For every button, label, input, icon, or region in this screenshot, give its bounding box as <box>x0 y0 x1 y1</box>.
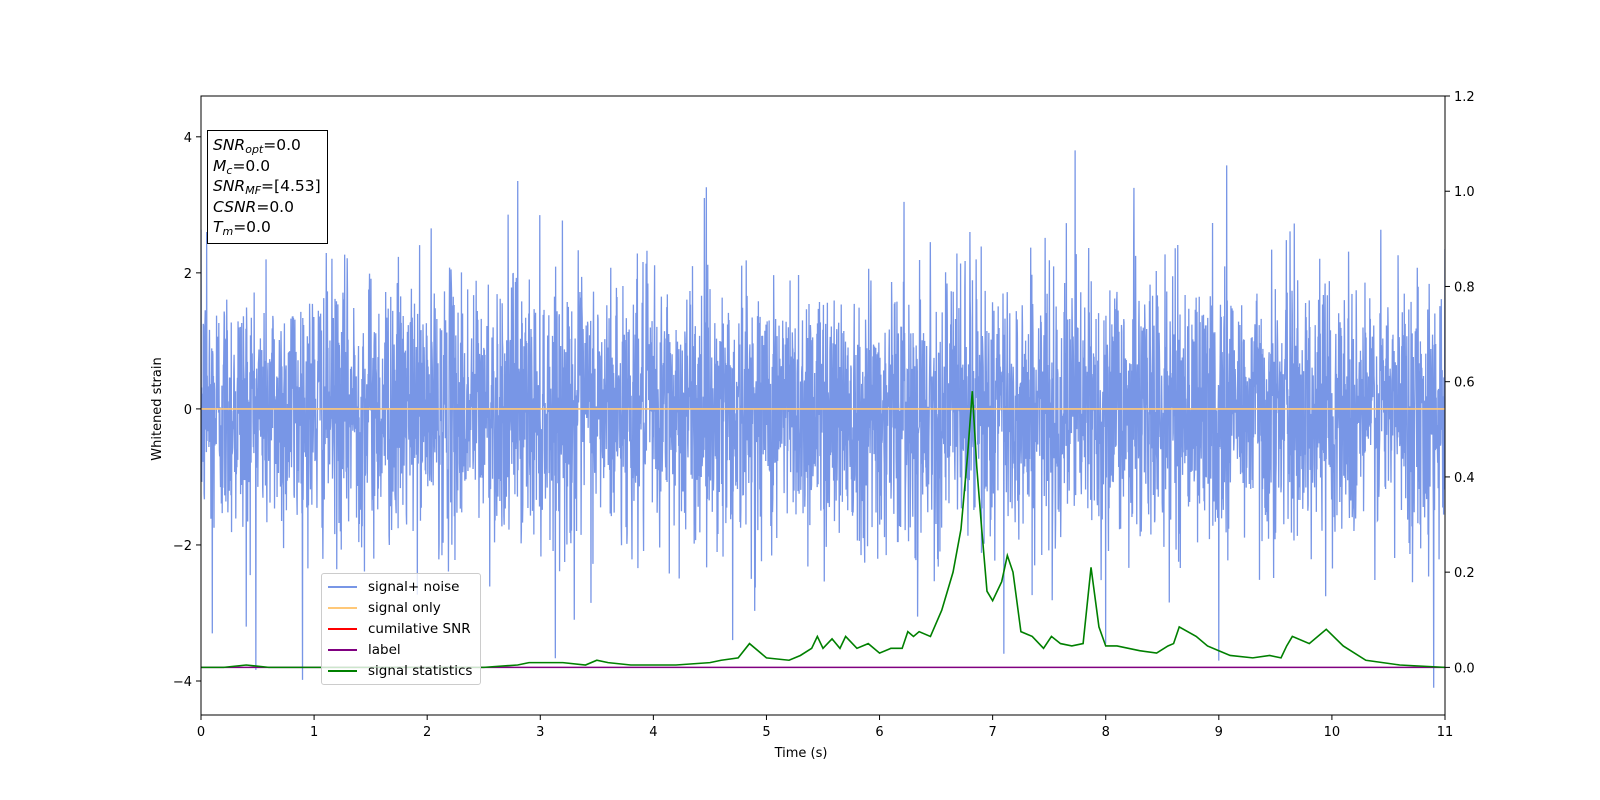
x-tick-label: 2 <box>423 725 431 740</box>
x-tick-label: 9 <box>1215 725 1223 740</box>
y2-tick-label: 0.8 <box>1454 280 1475 295</box>
x-tick-label: 5 <box>762 725 770 740</box>
y2-tick-label: 1.0 <box>1454 185 1475 200</box>
y-axis-label: Whitened strain <box>150 357 165 460</box>
plot-frame <box>200 95 1446 716</box>
snr-opt-line: SNRopt=0.0 <box>213 136 301 156</box>
legend-swatch <box>328 586 357 589</box>
legend-item: cumilative SNR <box>328 619 472 640</box>
x-tick-label: 10 <box>1324 725 1341 740</box>
legend-label: label <box>368 641 401 658</box>
y2-tick-label: 0.4 <box>1454 471 1475 486</box>
y2-tick-label: 0.0 <box>1454 661 1475 676</box>
x-axis-label: Time (s) <box>774 746 828 761</box>
x-tick-label: 1 <box>310 725 318 740</box>
legend-swatch <box>328 607 357 610</box>
x-tick-label: 7 <box>988 725 996 740</box>
y2-tick-label: 1.2 <box>1454 90 1475 105</box>
snr-mf-line: SNRMF=[4.53] <box>213 177 321 197</box>
y-tick-label: 4 <box>184 131 192 146</box>
y-tick-label: 0 <box>184 403 192 418</box>
x-tick-label: 11 <box>1437 725 1454 740</box>
legend-item: signal+ noise <box>328 577 472 598</box>
tm-line: Tm=0.0 <box>213 218 271 238</box>
legend-label: cumilative SNR <box>368 620 471 637</box>
csnr-line: CSNR=0.0 <box>213 197 294 216</box>
series-signal-noise-line <box>201 150 1445 688</box>
legend-label: signal only <box>368 600 441 617</box>
chart-legend: signal+ noise signal only cumilative SNR… <box>321 573 482 685</box>
axes: 0 1 2 3 4 5 6 7 8 9 10 11 4 2 0 −2 −4 0.0 0.2 0.4 0.6 0.8 1.0 1… <box>173 90 1475 740</box>
y2-tick-label: 0.6 <box>1454 376 1475 391</box>
y2-tick-label: 0.2 <box>1454 566 1475 581</box>
legend-label: signal statistics <box>368 662 473 679</box>
legend-item: signal only <box>328 598 472 619</box>
chirp-mass-line: Mc=0.0 <box>213 156 271 177</box>
legend-swatch <box>328 669 357 672</box>
x-tick-label: 3 <box>536 725 544 740</box>
legend-swatch <box>328 627 357 630</box>
x-tick-label: 4 <box>649 725 657 740</box>
stats-annotation-box: SNRopt=0.0 Mc=0.0 SNRMF=[4.53] CSNR=0.0 … <box>207 130 328 244</box>
x-tick-label: 6 <box>875 725 883 740</box>
legend-swatch <box>328 648 357 651</box>
legend-item: signal statistics <box>328 660 472 681</box>
y-tick-label: 2 <box>184 267 192 282</box>
legend-item: label <box>328 639 472 660</box>
x-tick-label: 0 <box>197 725 205 740</box>
legend-label: signal+ noise <box>368 579 460 596</box>
x-tick-label: 8 <box>1102 725 1110 740</box>
y-tick-label: −2 <box>173 539 192 554</box>
series-signal-statistics-line <box>201 391 1445 669</box>
y-tick-label: −4 <box>173 675 192 690</box>
